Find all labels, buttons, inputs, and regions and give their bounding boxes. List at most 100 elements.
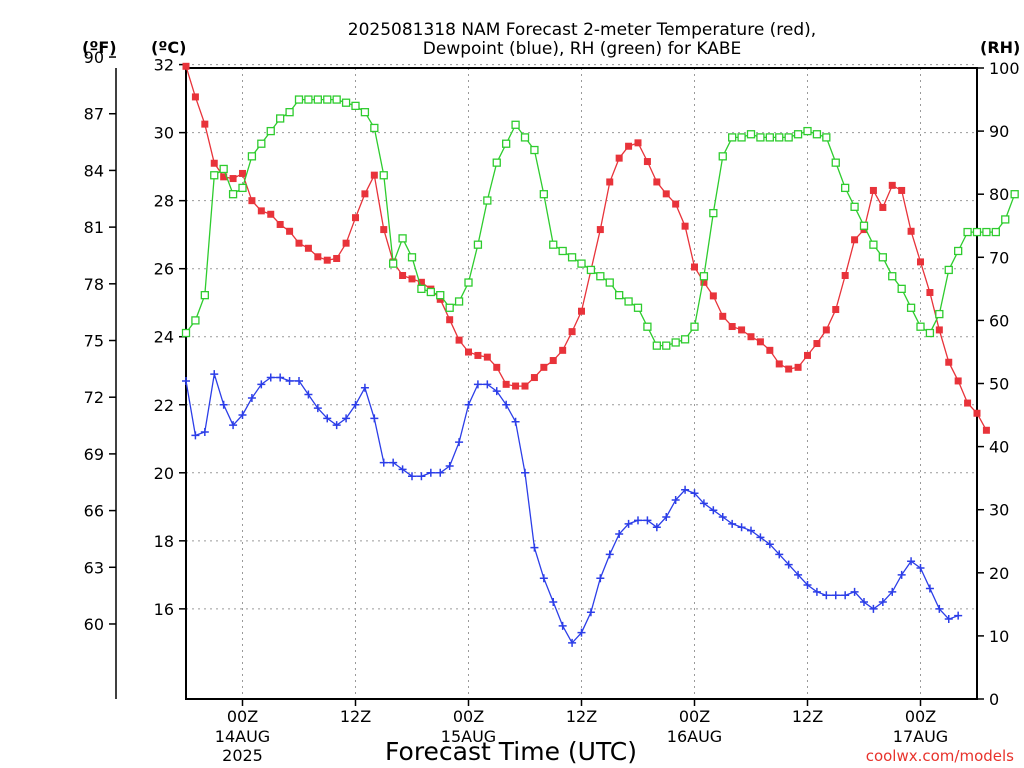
x-date-label: 17AUG <box>893 727 948 746</box>
x-tick-label: 00Z <box>679 707 710 726</box>
fahrenheit-tick-label: 69 <box>84 445 104 464</box>
dewpoint-point <box>643 516 652 525</box>
data-series <box>181 62 1019 647</box>
temperature-point <box>380 226 388 234</box>
rh-point <box>954 246 963 256</box>
rh-point <box>332 95 341 104</box>
temperature-point <box>756 338 764 346</box>
rh-tick-label: 40 <box>989 438 1009 457</box>
rh-point <box>775 133 784 142</box>
rh-point <box>935 309 944 319</box>
rh-point <box>266 126 275 136</box>
rh-point <box>906 303 916 312</box>
rh-tick-label: 10 <box>989 627 1009 646</box>
rh-point <box>690 322 699 331</box>
rh-point <box>238 183 247 193</box>
temperature-point <box>483 353 491 361</box>
temperature-point <box>662 190 670 198</box>
rh-point <box>718 152 727 161</box>
rh-point <box>944 265 953 275</box>
dewpoint-point <box>210 370 219 379</box>
rh-point <box>530 145 539 155</box>
rh-point <box>963 227 972 237</box>
temperature-point <box>295 239 303 247</box>
rh-point <box>577 259 586 268</box>
dewpoint-point <box>304 390 313 399</box>
temperature-point <box>521 382 529 390</box>
rh-point <box>596 272 605 281</box>
rh-point <box>313 95 322 104</box>
grid-lines <box>186 64 977 699</box>
rh-point <box>737 133 746 142</box>
rh-point <box>436 291 445 300</box>
temperature-point <box>304 244 312 252</box>
temperature-point <box>766 346 774 354</box>
dewpoint-point <box>492 387 501 396</box>
temperature-point <box>559 346 567 354</box>
fahrenheit-tick-label: 78 <box>84 275 104 294</box>
dewpoint-point <box>709 506 718 515</box>
dewpoint-point <box>850 587 859 596</box>
celsius-tick-label: 28 <box>154 192 174 211</box>
temperature-point <box>502 380 510 388</box>
x-tick-label: 12Z <box>792 707 823 726</box>
rh-point <box>520 133 530 142</box>
temperature-point <box>907 227 915 235</box>
dewpoint-point <box>568 638 577 647</box>
temperature-point <box>512 382 520 390</box>
temperature-point <box>323 256 331 264</box>
rh-point <box>605 278 614 287</box>
dewpoint-point <box>747 526 755 535</box>
temperature-point <box>220 173 228 181</box>
temperature-point <box>634 139 642 147</box>
temperature-point <box>954 377 962 385</box>
temperature-point <box>973 409 981 417</box>
celsius-tick-label: 18 <box>154 532 174 551</box>
temperature-point <box>785 365 793 373</box>
dewpoint-point <box>737 523 746 532</box>
rh-point <box>407 253 417 262</box>
temperature-point <box>681 222 689 230</box>
temperature-point <box>606 178 614 186</box>
x-date-label: 14AUG <box>215 727 270 746</box>
dewpoint-point <box>596 574 605 583</box>
rh-point <box>699 272 709 281</box>
dewpoint-point <box>417 472 426 481</box>
rh-tick-label: 90 <box>989 122 1009 141</box>
dewpoint-point <box>360 383 369 392</box>
temperature-point <box>257 207 265 215</box>
temperature-point <box>804 351 811 359</box>
chart-title-line-1: 2025081318 NAM Forecast 2-meter Temperat… <box>348 20 816 40</box>
celsius-tick-label: 30 <box>154 124 174 143</box>
temperature-point <box>399 271 407 279</box>
dewpoint-point <box>954 611 963 620</box>
rh-point <box>426 287 435 297</box>
credit-label: coolwx.com/models <box>866 747 1014 765</box>
dewpoint-point <box>765 540 774 549</box>
rh-point <box>257 139 266 148</box>
temperature-point <box>982 426 990 434</box>
temperature-point <box>945 358 953 366</box>
temperature-point <box>615 154 623 162</box>
rh-point <box>897 284 906 294</box>
temperature-point <box>728 323 736 331</box>
temperature-series <box>182 62 990 434</box>
temperature-point <box>917 258 924 266</box>
rh-point <box>916 322 925 331</box>
rh-point <box>615 291 624 300</box>
temperature-point <box>813 340 821 348</box>
x-year-label: 2025 <box>222 746 263 765</box>
temperature-point <box>709 292 717 300</box>
dewpoint-point <box>803 581 812 590</box>
temperature-point <box>276 220 284 228</box>
temperature-point <box>352 214 359 222</box>
temperature-point <box>822 326 830 334</box>
rh-point <box>982 227 991 237</box>
rh-point <box>841 183 850 193</box>
dewpoint-point <box>860 598 868 607</box>
dewpoint-point <box>699 499 708 508</box>
rh-point <box>191 316 200 325</box>
dewpoint-point <box>408 472 416 481</box>
celsius-tick-label: 20 <box>154 464 174 483</box>
